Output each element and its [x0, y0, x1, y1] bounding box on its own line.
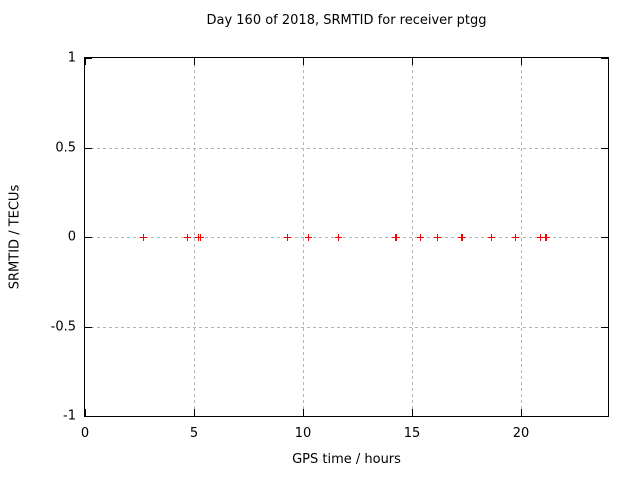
y-tick-label: 1	[67, 50, 76, 66]
y-tick-right	[601, 327, 608, 328]
data-point-marker	[196, 234, 204, 241]
data-point-marker	[305, 234, 313, 241]
y-gridline	[85, 237, 608, 238]
y-tick-left	[85, 148, 92, 149]
x-tick-label: 15	[403, 426, 421, 441]
x-tick-top	[303, 58, 304, 65]
data-point-marker	[433, 234, 441, 241]
x-tick-label: 10	[294, 426, 312, 441]
x-tick-bottom	[85, 409, 86, 416]
plot-area	[84, 57, 609, 417]
y-tick-left	[85, 237, 92, 238]
y-tick-left	[85, 327, 92, 328]
data-point-marker	[393, 234, 401, 241]
y-tick-left	[85, 58, 92, 59]
y-gridline	[85, 148, 608, 149]
x-tick-label: 20	[512, 426, 530, 441]
y-tick-right	[601, 416, 608, 417]
y-tick-label: -1	[63, 408, 76, 424]
x-tick-bottom	[303, 409, 304, 416]
data-point-marker	[335, 234, 343, 241]
data-point-marker	[284, 234, 292, 241]
chart-title: Day 160 of 2018, SRMTID for receiver ptg…	[206, 13, 487, 28]
data-point-marker	[416, 234, 424, 241]
y-tick-label: -0.5	[50, 319, 76, 335]
x-tick-bottom	[521, 409, 522, 416]
x-axis-label: GPS time / hours	[292, 452, 401, 467]
data-point-marker	[536, 234, 544, 241]
x-tick-label: 0	[80, 426, 90, 441]
x-tick-top	[194, 58, 195, 65]
data-point-marker	[488, 234, 496, 241]
y-tick-right	[601, 148, 608, 149]
x-tick-bottom	[194, 409, 195, 416]
data-point-marker	[512, 234, 520, 241]
x-tick-top	[85, 58, 86, 65]
x-tick-label: 5	[189, 426, 199, 441]
y-tick-right	[601, 237, 608, 238]
y-gridline	[85, 327, 608, 328]
y-tick-label: 0	[67, 229, 76, 245]
data-point-marker	[543, 234, 551, 241]
data-point-marker	[183, 234, 191, 241]
y-tick-right	[601, 58, 608, 59]
data-point-marker	[459, 234, 467, 241]
x-tick-top	[521, 58, 522, 65]
x-tick-bottom	[412, 409, 413, 416]
data-point-marker	[139, 234, 147, 241]
x-tick-top	[412, 58, 413, 65]
y-tick-left	[85, 416, 92, 417]
y-tick-label: 0.5	[55, 140, 76, 156]
